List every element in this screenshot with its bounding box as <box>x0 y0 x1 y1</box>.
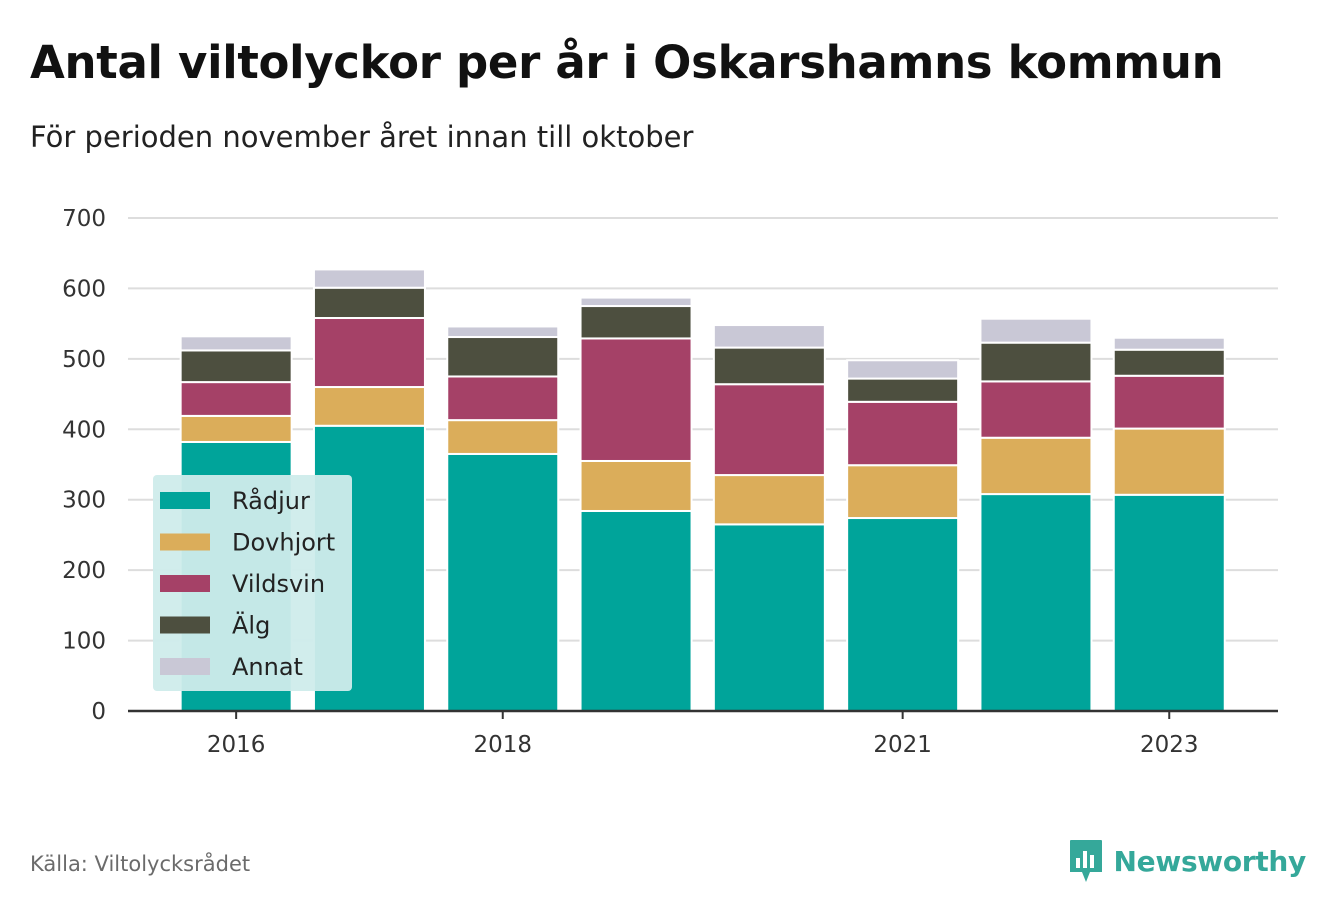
bar-segment[interactable] <box>179 349 293 384</box>
bar-segment[interactable] <box>1112 493 1226 712</box>
legend-swatch <box>160 533 210 551</box>
y-tick-label: 500 <box>62 347 106 373</box>
bar-segment[interactable] <box>1112 427 1226 496</box>
y-tick-label: 700 <box>62 206 106 232</box>
legend-background <box>153 475 352 691</box>
bar-segment[interactable] <box>979 493 1093 712</box>
legend-swatch <box>160 492 210 509</box>
bar-segment[interactable] <box>712 324 826 349</box>
bar-segment[interactable] <box>846 517 960 712</box>
brand-logo[interactable]: Newsworthy <box>1068 838 1306 884</box>
legend-label: Älg <box>232 611 270 640</box>
bar-segment[interactable] <box>446 419 560 455</box>
bar-segment[interactable] <box>579 509 693 712</box>
bar-segment[interactable] <box>846 464 960 520</box>
bar-segment[interactable] <box>846 377 960 403</box>
bar-segment[interactable] <box>312 386 426 427</box>
bar-segment[interactable] <box>846 359 960 380</box>
newsworthy-logo-icon <box>1069 840 1102 882</box>
bar-segment[interactable] <box>712 523 826 712</box>
chart-subtitle: För perioden november året innan till ok… <box>30 120 694 154</box>
bar-stack-2020 <box>712 324 826 712</box>
bar-segment[interactable] <box>579 296 693 308</box>
x-tick-label: 2018 <box>473 732 532 758</box>
bar-segment[interactable] <box>312 268 426 289</box>
legend-swatch <box>160 616 210 634</box>
bar-stack-2021 <box>846 359 960 712</box>
x-tick-label: 2016 <box>207 732 266 758</box>
y-tick-label: 300 <box>62 488 106 514</box>
bar-segment[interactable] <box>446 452 560 712</box>
y-tick-label: 100 <box>62 629 106 655</box>
bar-segment[interactable] <box>712 383 826 477</box>
bar-stack-2018 <box>446 325 560 712</box>
legend-label: Vildsvin <box>232 570 325 598</box>
y-tick-label: 400 <box>62 417 106 443</box>
legend-swatch <box>160 575 210 592</box>
bar-segment[interactable] <box>312 317 426 389</box>
legend: Rådjur Dovhjort Vildsvin Älg Annat <box>153 475 352 691</box>
legend-swatch <box>160 658 210 675</box>
legend-label: Rådjur <box>232 486 310 515</box>
chart-title: Antal viltolyckor per år i Oskarshamns k… <box>30 36 1224 89</box>
bar-segment[interactable] <box>179 414 293 443</box>
bar-segment[interactable] <box>712 474 826 526</box>
bar-segment[interactable] <box>712 346 826 386</box>
y-tick-label: 200 <box>62 558 106 584</box>
legend-label: Dovhjort <box>232 529 335 557</box>
bar-segment[interactable] <box>979 436 1093 496</box>
bar-segment[interactable] <box>446 375 560 422</box>
bar-segment[interactable] <box>446 336 560 378</box>
bar-segment[interactable] <box>579 305 693 340</box>
bar-segment[interactable] <box>1112 348 1226 377</box>
bar-segment[interactable] <box>846 400 960 467</box>
brand-name: Newsworthy <box>1113 844 1307 878</box>
bar-segment[interactable] <box>579 337 693 462</box>
bar-stack-2022 <box>979 317 1093 712</box>
x-axis: 2016 2018 2021 2023 <box>128 709 1278 758</box>
bar-segment[interactable] <box>979 317 1093 344</box>
bar-stack-2019 <box>579 296 693 712</box>
y-tick-label: 600 <box>62 276 106 302</box>
bar-segment[interactable] <box>579 459 693 512</box>
bar-segment[interactable] <box>979 341 1093 383</box>
y-tick-label: 0 <box>91 699 106 725</box>
x-tick-label: 2023 <box>1140 732 1199 758</box>
bar-stack-2023 <box>1112 336 1226 712</box>
source-note: Källa: Viltolycksrådet <box>30 852 251 876</box>
legend-label: Annat <box>232 653 303 681</box>
bar-segment[interactable] <box>446 325 560 339</box>
y-axis-ticks: 0 100 200 300 400 500 600 700 <box>62 206 106 725</box>
bar-segment[interactable] <box>312 286 426 320</box>
x-tick-label: 2021 <box>873 732 932 758</box>
bar-segment[interactable] <box>179 335 293 352</box>
bar-segment[interactable] <box>1112 336 1226 351</box>
bar-segment[interactable] <box>179 381 293 417</box>
bar-segment[interactable] <box>979 380 1093 439</box>
bar-segment[interactable] <box>1112 374 1226 430</box>
